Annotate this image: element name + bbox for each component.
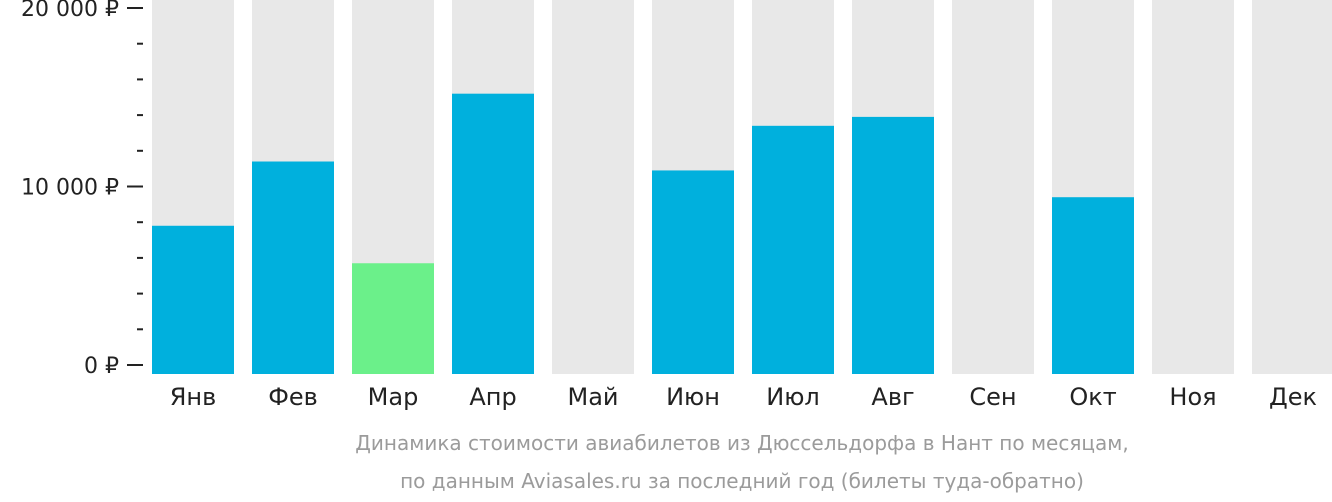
- x-tick-label-1: Янв: [170, 383, 217, 411]
- x-tick-label-11: Ноя: [1169, 383, 1216, 411]
- x-tick-label-9: Сен: [969, 383, 1016, 411]
- background-column-11: [1152, 0, 1234, 374]
- x-axis-labels: Янв Фев Мар Апр Май Июн Июл Авг Сен Окт Ноя Дек: [170, 383, 1317, 411]
- bar-1: [152, 225, 234, 374]
- bar-7: [752, 125, 834, 374]
- y-tick-label-2: 10 000 ₽: [21, 176, 119, 201]
- y-tick-label-3: 20 000 ₽: [21, 0, 119, 22]
- x-tick-label-6: Июн: [666, 383, 720, 411]
- background-column-5: [552, 0, 634, 374]
- x-tick-label-10: Окт: [1069, 383, 1116, 411]
- bar-4: [452, 93, 534, 375]
- background-column-9: [952, 0, 1034, 374]
- bar-8: [852, 116, 934, 374]
- x-tick-label-2: Фев: [268, 383, 318, 411]
- bar-10: [1052, 197, 1134, 374]
- background-column-12: [1252, 0, 1332, 374]
- x-tick-label-5: Май: [567, 383, 618, 411]
- x-tick-label-4: Апр: [469, 383, 516, 411]
- x-tick-label-3: Мар: [368, 383, 419, 411]
- caption-line-2: по данным Aviasales.ru за последний год …: [400, 469, 1084, 493]
- caption-line-1: Динамика стоимости авиабилетов из Дюссел…: [355, 431, 1128, 455]
- x-tick-label-7: Июл: [766, 383, 820, 411]
- bar-6: [652, 170, 734, 374]
- bar-3: [352, 263, 434, 374]
- price-bars: [152, 93, 1134, 375]
- y-axis: 0 ₽ 10 000 ₽ 20 000 ₽: [21, 0, 143, 379]
- y-tick-label-1: 0 ₽: [84, 354, 119, 379]
- x-tick-label-8: Авг: [871, 383, 914, 411]
- x-tick-label-12: Дек: [1269, 383, 1317, 411]
- bar-2: [252, 161, 334, 374]
- chart-caption: Динамика стоимости авиабилетов из Дюссел…: [355, 431, 1128, 493]
